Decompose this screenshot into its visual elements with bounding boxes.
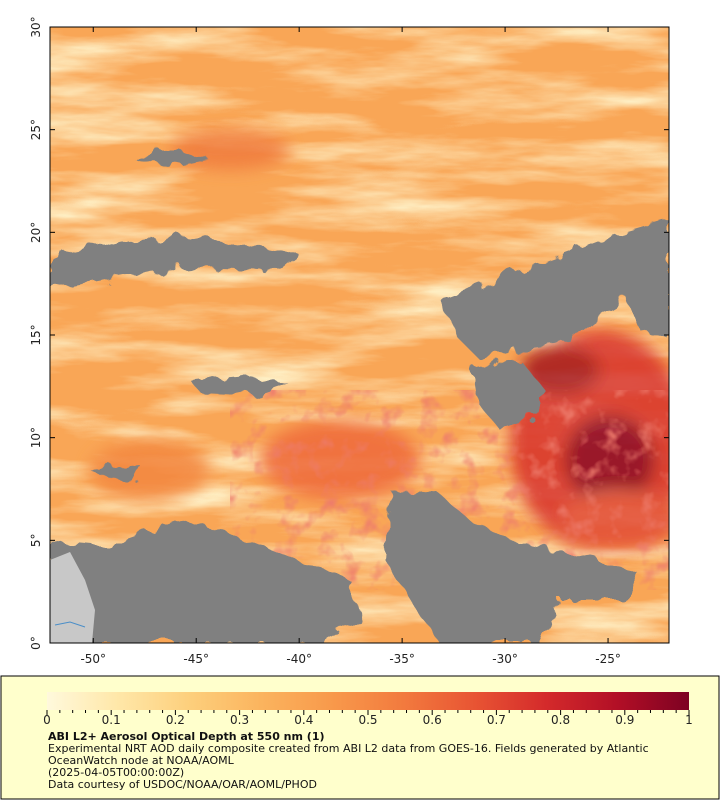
colorbar-label: 0.7	[487, 713, 506, 727]
lon-label: -45°	[183, 652, 209, 666]
lat-label: 10°	[29, 427, 43, 448]
colorbar-label: 0.2	[166, 713, 185, 727]
lon-label: -30°	[492, 652, 518, 666]
lat-label: 30°	[29, 16, 43, 37]
lat-label: 5°	[29, 534, 43, 548]
caption-credit: Data courtesy of USDOC/NOAA/OAR/AOML/PHO…	[48, 778, 317, 791]
river	[54, 621, 86, 628]
colorbar	[47, 692, 689, 710]
colorbar-label: 0.9	[615, 713, 634, 727]
no-data	[50, 150, 669, 643]
lon-label: -35°	[389, 652, 415, 666]
caption: ABI L2+ Aerosol Optical Depth at 550 nm …	[48, 731, 688, 791]
lat-label: 0°	[29, 636, 43, 650]
caption-timestamp: (2025-04-05T00:00:00Z)	[48, 766, 185, 779]
lon-label: -40°	[286, 652, 312, 666]
colorbar-label: 0.4	[294, 713, 313, 727]
lat-label: 20°	[29, 222, 43, 243]
colorbar-label: 0.1	[102, 713, 121, 727]
aod-map	[50, 27, 669, 643]
land	[50, 552, 95, 643]
colorbar-label: 0.6	[423, 713, 442, 727]
colorbar-label: 0.5	[358, 713, 377, 727]
colorbar-label: 1	[685, 713, 693, 727]
lon-label: -50°	[80, 652, 106, 666]
lon-label: -25°	[595, 652, 621, 666]
lat-label: 25°	[29, 119, 43, 140]
colorbar-label: 0	[43, 713, 51, 727]
colorbar-label: 0.8	[551, 713, 570, 727]
caption-title: ABI L2+ Aerosol Optical Depth at 550 nm …	[48, 730, 325, 743]
colorbar-label: 0.3	[230, 713, 249, 727]
caption-description: Experimental NRT AOD daily composite cre…	[48, 742, 649, 767]
lat-label: 15°	[29, 324, 43, 345]
